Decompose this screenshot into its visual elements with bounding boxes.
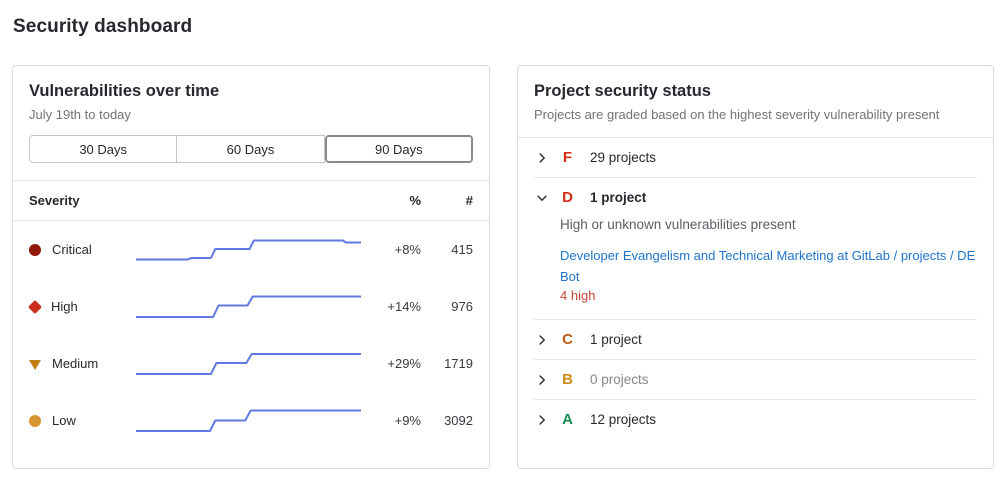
severity-table: Severity % # Critical +8% 415 xyxy=(13,180,489,449)
count-column-header: # xyxy=(465,193,473,208)
chevron-down-icon xyxy=(534,190,550,206)
vulnerability-count: 976 xyxy=(451,299,473,314)
grade-row-c[interactable]: C 1 project xyxy=(534,320,977,359)
percent-change: +14% xyxy=(387,299,421,314)
dashboard-cards: Vulnerabilities over time July 19th to t… xyxy=(12,65,994,469)
medium-sparkline-chart xyxy=(136,347,361,381)
severity-row-high: High +14% 976 xyxy=(13,278,489,335)
severity-row-critical: Critical +8% 415 xyxy=(13,221,489,278)
severity-column-header: Severity xyxy=(29,193,80,208)
chevron-right-icon xyxy=(534,372,550,388)
severity-label: High xyxy=(51,299,78,314)
vulnerability-count: 3092 xyxy=(444,413,473,428)
grade-row-f[interactable]: F 29 projects xyxy=(534,138,977,177)
severity-medium-icon xyxy=(29,359,41,370)
percent-change: +8% xyxy=(394,242,421,257)
severity-label: Critical xyxy=(52,242,92,257)
grade-block-c: C 1 project xyxy=(534,320,977,360)
grade-count-label: 1 project xyxy=(590,332,642,347)
severity-high-icon xyxy=(27,299,43,314)
grade-row-b[interactable]: B 0 projects xyxy=(534,360,977,399)
chevron-right-icon xyxy=(534,412,550,428)
percent-column-header: % xyxy=(409,193,421,208)
severity-critical-icon xyxy=(29,243,41,256)
severity-row-low: Low +9% 3092 xyxy=(13,392,489,449)
severity-label: Medium xyxy=(52,356,99,371)
grade-d-details: High or unknown vulnerabilities present … xyxy=(560,217,977,319)
grade-block-b: B 0 projects xyxy=(534,360,977,400)
90-days-button[interactable]: 90 Days xyxy=(324,135,473,163)
page-title: Security dashboard xyxy=(13,16,193,37)
60-days-button[interactable]: 60 Days xyxy=(177,135,325,163)
vulnerability-count: 1719 xyxy=(444,356,473,371)
chevron-right-icon xyxy=(534,332,550,348)
high-sparkline-chart xyxy=(136,290,361,324)
grade-count-label: 0 projects xyxy=(590,372,649,387)
low-sparkline-chart xyxy=(136,404,361,438)
grade-row-d[interactable]: D 1 project xyxy=(534,178,977,217)
chevron-right-icon xyxy=(534,150,550,166)
grade-letter: D xyxy=(562,189,573,206)
grade-count-label: 1 project xyxy=(590,190,647,205)
vulnerabilities-card-title: Vulnerabilities over time xyxy=(29,82,220,100)
date-range-label: July 19th to today xyxy=(29,107,131,122)
grade-block-f: F 29 projects xyxy=(534,138,977,178)
severity-low-icon xyxy=(29,414,41,427)
grade-list: F 29 projects D 1 project High or unknow… xyxy=(518,138,993,439)
severity-row-medium: Medium +29% 1719 xyxy=(13,335,489,392)
grade-block-d: D 1 project High or unknown vulnerabilit… xyxy=(534,178,977,320)
grade-letter: C xyxy=(562,331,573,348)
project-link[interactable]: Developer Evangelism and Technical Marke… xyxy=(560,248,976,284)
severity-label: Low xyxy=(52,413,76,428)
project-security-status-card: Project security status Projects are gra… xyxy=(517,65,994,469)
grade-letter: A xyxy=(562,411,573,428)
vulnerability-summary: 4 high xyxy=(560,288,596,303)
severity-table-header: Severity % # xyxy=(13,180,489,221)
grade-count-label: 29 projects xyxy=(590,150,657,165)
grade-count-label: 12 projects xyxy=(590,412,657,427)
vulnerability-count: 415 xyxy=(451,242,473,257)
grade-description: High or unknown vulnerabilities present xyxy=(560,217,796,232)
grade-block-a: A 12 projects xyxy=(534,400,977,439)
critical-sparkline-chart xyxy=(136,233,361,267)
30-days-button[interactable]: 30 Days xyxy=(29,135,178,163)
grade-letter: F xyxy=(562,149,573,166)
project-status-card-title: Project security status xyxy=(534,82,711,100)
vulnerabilities-over-time-card: Vulnerabilities over time July 19th to t… xyxy=(12,65,490,469)
grade-letter: B xyxy=(562,371,573,388)
percent-change: +9% xyxy=(394,413,421,428)
day-range-button-group: 30 Days 60 Days 90 Days xyxy=(29,135,473,163)
percent-change: +29% xyxy=(387,356,421,371)
project-status-card-subtitle: Projects are graded based on the highest… xyxy=(534,107,940,122)
grade-row-a[interactable]: A 12 projects xyxy=(534,400,977,439)
